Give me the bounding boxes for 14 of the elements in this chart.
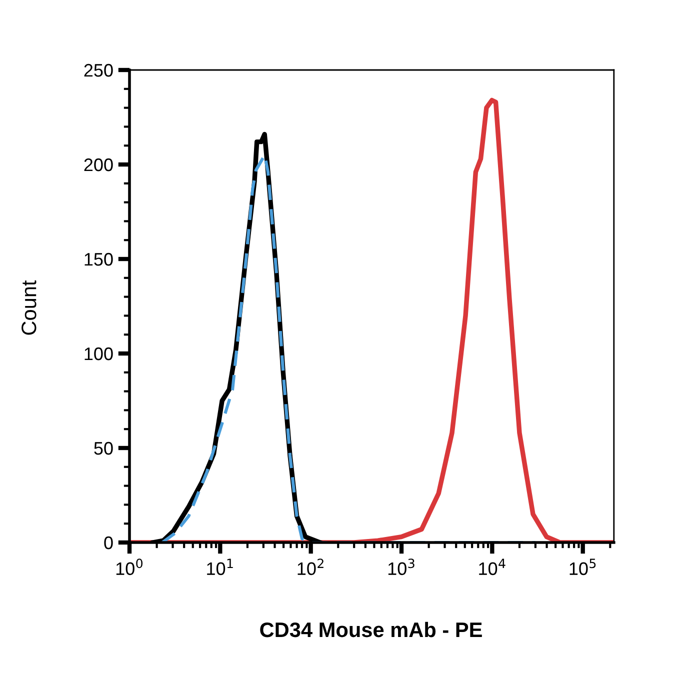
- x-tick-label: 10$^{5}$: [570, 558, 596, 576]
- y-axis-title: Count: [22, 280, 36, 335]
- y-tick-label: 100: [84, 347, 113, 360]
- y-tick-label: 50: [94, 442, 113, 455]
- y-tick-label: 150: [84, 252, 113, 266]
- x-tick-label: 10$^{1}$: [207, 558, 233, 576]
- y-tick-label: 0: [104, 536, 113, 550]
- x-tick-label: 10$^{3}$: [388, 558, 414, 576]
- y-tick-label: 200: [84, 158, 113, 172]
- x-tick-label: 10$^{0}$: [116, 558, 143, 576]
- x-tick-label: 10$^{4}$: [479, 558, 506, 576]
- y-tick-label: 250: [84, 64, 113, 77]
- x-tick-label: 10$^{2}$: [298, 558, 324, 576]
- x-axis-title: CD34 Mouse mAb - PE: [260, 622, 482, 638]
